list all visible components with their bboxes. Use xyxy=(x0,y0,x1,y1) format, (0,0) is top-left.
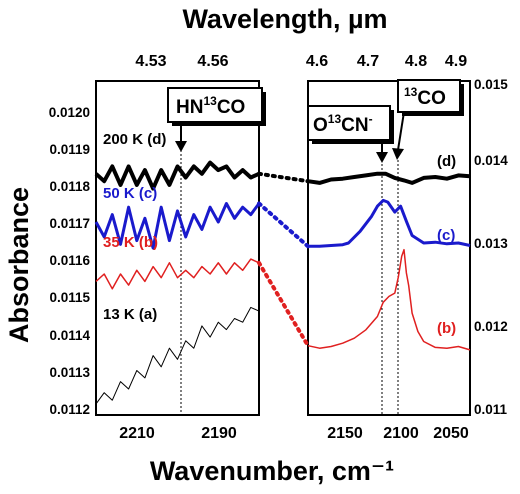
series-line-left xyxy=(94,202,261,250)
y-tick-label: 0.013 xyxy=(474,236,508,251)
y-tick-label: 0.0113 xyxy=(49,365,90,380)
callout-arrow-line xyxy=(397,111,405,151)
series-line-right xyxy=(307,248,471,351)
right-y-ticks: 0.011 0.012 0.013 0.014 0.015 xyxy=(474,77,508,417)
x-tick-label: 2150 xyxy=(327,425,363,442)
series-label-200k: 200 K (d) xyxy=(103,131,166,148)
series-label-13k: 13 K (a) xyxy=(103,306,157,323)
x-tick-label: 2050 xyxy=(433,425,469,442)
y-tick-label: 0.0119 xyxy=(49,142,90,157)
y-tick-label: 0.0114 xyxy=(49,328,90,343)
callout-label: O13CN- xyxy=(313,112,373,136)
hn13co-callout: HN13CO xyxy=(167,87,266,152)
series-label-50k: 50 K (c) xyxy=(103,185,157,202)
series-label-b-right: (b) xyxy=(437,320,456,337)
y-tick-label: 0.012 xyxy=(474,319,508,334)
series-line-right xyxy=(308,198,471,248)
y-tick-label: 0.014 xyxy=(474,153,508,168)
callout-label: 13CO xyxy=(404,85,446,109)
series-labels: 200 K (d) 50 K (c) 35 K (b) 13 K (a) (d)… xyxy=(103,131,456,337)
y-tick-label: 0.0112 xyxy=(49,402,90,417)
left-panel-frame xyxy=(95,80,260,416)
left-x-ticks: 2210 2190 xyxy=(119,425,237,442)
series-line-left xyxy=(95,258,260,290)
callout-box xyxy=(167,87,263,123)
top-tick-label: 4.53 xyxy=(135,53,166,70)
top-tick-label: 4.56 xyxy=(197,53,228,70)
y-tick-label: 0.0120 xyxy=(49,105,90,120)
series-line-left xyxy=(95,306,260,405)
x-tick-label: 2190 xyxy=(201,425,237,442)
series-connector xyxy=(257,260,310,348)
arrow-down-icon xyxy=(392,148,404,160)
arrow-down-icon xyxy=(376,152,388,163)
callout-label: HN13CO xyxy=(176,94,245,118)
top-ticks-left: 4.53 4.56 xyxy=(135,53,228,70)
o13cn-callout: O13CN- xyxy=(307,105,394,163)
callout-box xyxy=(397,79,461,113)
right-x-ticks: 2150 2100 2050 xyxy=(327,425,469,442)
x-tick-label: 2100 xyxy=(383,425,419,442)
series-line-left xyxy=(94,160,260,191)
series-connector xyxy=(257,171,310,184)
top-tick-label: 4.9 xyxy=(445,53,467,70)
left-y-ticks: 0.0112 0.0113 0.0114 0.0115 0.0116 0.011… xyxy=(49,105,91,417)
top-tick-label: 4.7 xyxy=(357,53,379,70)
callout-box xyxy=(307,105,391,141)
y-tick-label: 0.0118 xyxy=(49,179,90,194)
series-layer xyxy=(94,160,471,405)
series-line-right xyxy=(307,171,471,185)
y-tick-label: 0.011 xyxy=(474,402,508,417)
top-tick-label: 4.8 xyxy=(405,53,427,70)
y-tick-label: 0.0116 xyxy=(49,253,90,268)
x-tick-label: 2210 xyxy=(119,425,155,442)
y-tick-label: 0.0115 xyxy=(49,290,90,305)
series-label-35k: 35 K (b) xyxy=(103,234,158,251)
y-tick-label: 0.015 xyxy=(474,77,508,92)
top-ticks-right: 4.6 4.7 4.8 4.9 xyxy=(306,53,467,70)
arrow-down-icon xyxy=(175,141,187,152)
series-label-c-right: (c) xyxy=(437,227,455,244)
y-tick-label: 0.0117 xyxy=(49,216,90,231)
x-axis-title: Wavenumber, cm⁻¹ xyxy=(150,456,394,486)
top-axis-title: Wavelength, µm xyxy=(182,4,387,34)
series-label-d-right: (d) xyxy=(437,153,456,170)
top-tick-label: 4.6 xyxy=(306,53,328,70)
13co-callout: 13CO xyxy=(392,79,464,160)
series-connector xyxy=(257,201,310,249)
y-axis-title: Absorbance xyxy=(4,187,34,343)
